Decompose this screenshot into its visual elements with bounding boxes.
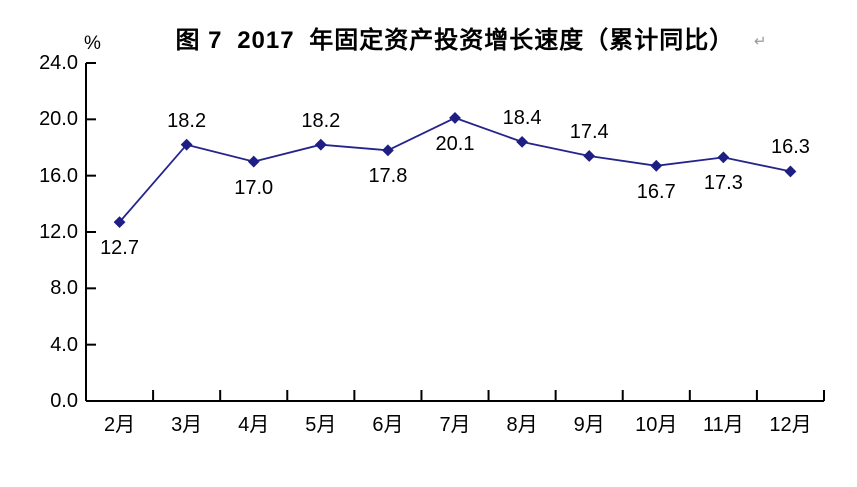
- y-axis-tick-label: 24.0: [39, 52, 78, 74]
- data-point-label: 17.8: [368, 165, 408, 188]
- y-axis-unit-label: %: [84, 33, 101, 54]
- data-point-label: 12.7: [100, 237, 139, 260]
- data-point-label: 16.3: [770, 136, 810, 159]
- data-point-marker: [113, 216, 126, 229]
- data-point-marker: [382, 144, 394, 157]
- y-axis-tick-label: 20.0: [39, 108, 78, 131]
- data-point-label: 17.4: [569, 120, 609, 143]
- x-axis-tick-label: 7月: [439, 414, 471, 436]
- y-axis-tick-label: 12.0: [39, 221, 78, 243]
- data-point-marker: [583, 150, 596, 162]
- data-point-label: 18.4: [502, 106, 542, 129]
- x-axis-tick-label: 11月: [702, 414, 744, 436]
- data-point-marker: [516, 135, 528, 148]
- x-axis-tick-label: 9月: [573, 414, 605, 436]
- data-point-marker: [650, 159, 663, 172]
- x-axis-tick-label: 2月: [103, 414, 136, 436]
- x-axis-tick-label: 12月: [769, 414, 812, 436]
- data-point-label: 18.2: [301, 109, 341, 132]
- x-axis-tick-label: 10月: [635, 414, 678, 436]
- data-point-label: 17.0: [234, 176, 274, 199]
- x-axis-tick-label: 4月: [238, 414, 270, 436]
- data-point-marker: [180, 138, 193, 151]
- data-point-label: 18.2: [167, 109, 207, 132]
- title-year: 2017: [237, 27, 295, 54]
- data-point-marker: [717, 151, 730, 164]
- y-axis-tick-label: 16.0: [39, 164, 78, 187]
- paragraph-return-icon: ↵: [753, 33, 767, 50]
- data-point-marker: [314, 138, 327, 151]
- y-axis-tick-label: 8.0: [50, 277, 78, 300]
- data-point-marker: [247, 155, 260, 168]
- data-point-label: 17.3: [703, 172, 743, 195]
- y-axis-tick-label: 4.0: [50, 333, 78, 356]
- data-point-marker: [449, 112, 461, 124]
- data-point-label: 16.7: [636, 180, 676, 203]
- x-axis-tick-label: 5月: [305, 414, 337, 436]
- data-point-label: 20.1: [435, 132, 475, 155]
- chart-title: 图 7 2017 年固定资产投资增长速度（累计同比） ↵: [85, 20, 857, 55]
- data-point-marker: [784, 165, 797, 178]
- x-axis-tick-label: 6月: [372, 414, 404, 436]
- x-axis-tick-label: 3月: [171, 414, 203, 436]
- y-axis-tick-label: 0.0: [50, 390, 78, 412]
- x-axis-tick-label: 8月: [506, 414, 538, 436]
- title-text: 年固定资产投资增长速度（累计同比）: [309, 27, 735, 54]
- figure-number-label: 图 7: [175, 27, 223, 54]
